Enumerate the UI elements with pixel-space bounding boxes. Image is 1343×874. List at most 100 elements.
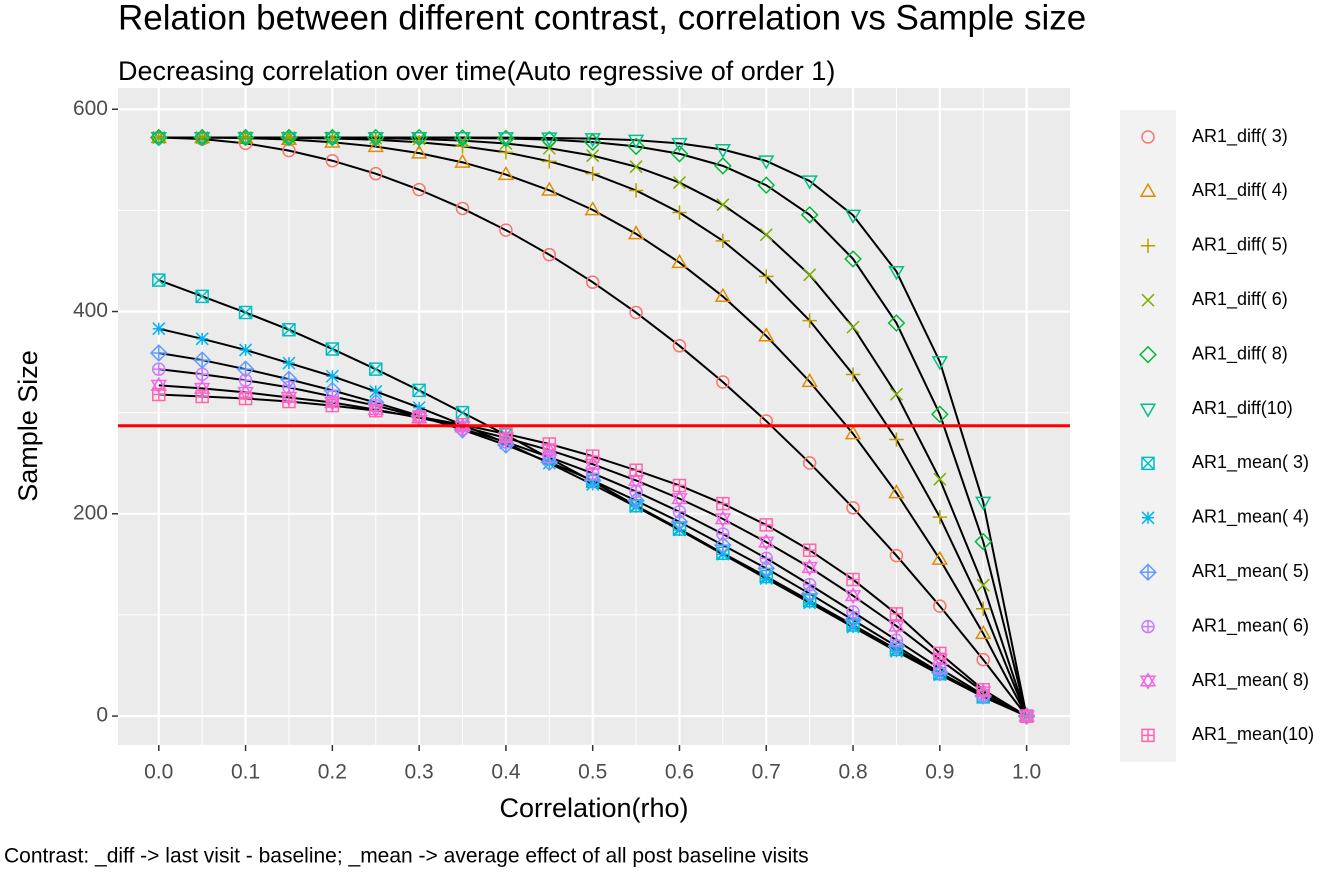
legend-key [1139,182,1157,197]
data-point [802,456,817,470]
data-point [802,543,817,557]
data-point [585,166,600,181]
data-point [325,369,339,383]
data-point [195,389,209,404]
data-point [541,181,558,196]
data-point [716,527,730,541]
data-point [455,201,470,216]
data-point [933,472,947,486]
data-point [845,367,861,382]
data-point [758,155,775,170]
data-point [975,496,992,511]
plot-panel [118,88,1070,745]
legend-key [1139,403,1157,418]
x-tick-label: 1.0 [1012,761,1041,784]
data-point [454,132,471,147]
data-point [976,652,990,667]
data-point [237,132,254,147]
data-point [368,362,383,376]
data-point [629,160,643,174]
data-point [499,223,513,237]
data-point [542,154,557,169]
data-point [714,287,732,302]
legend-key [1139,672,1157,690]
data-point [585,275,600,289]
data-point [671,253,688,269]
data-point [844,250,862,268]
data-point [801,175,818,190]
y-tick-label: 0 [96,704,108,727]
legend-label: AR1_mean( 5) [1192,561,1309,582]
legend-label: AR1_mean( 3) [1192,452,1309,473]
data-point [714,510,732,528]
data-point [716,375,730,389]
data-point [325,398,340,413]
legend-key [1139,345,1157,364]
data-point [931,550,949,565]
data-point [974,532,993,551]
data-point [889,633,904,647]
legend-label: AR1_diff( 3) [1192,126,1288,147]
data-point [757,176,776,195]
x-tick-label: 0.3 [405,761,434,784]
series-line [158,136,1028,717]
x-tick-label: 0.4 [491,761,521,784]
data-point [932,509,948,525]
data-point [324,132,341,147]
x-tick-label: 0.7 [752,761,781,784]
data-point [887,314,906,332]
data-point [368,166,383,181]
data-point [498,145,514,160]
data-point [759,518,774,532]
data-point [195,367,209,381]
data-point [150,132,167,147]
legend-key [1140,238,1156,253]
data-point [844,587,862,605]
x-axis-title: Correlation(rho) [499,793,688,823]
x-tick-label: 0.5 [578,761,607,784]
legend-label: AR1_diff( 8) [1192,343,1288,364]
data-point [801,558,818,577]
data-point [412,182,426,197]
data-point [497,132,515,147]
data-point [368,403,383,418]
data-point [628,183,644,198]
data-point [280,132,298,147]
data-point [282,322,296,337]
data-point [152,387,166,402]
data-point [672,478,687,493]
data-point [846,605,860,619]
y-axis-title: Sample Size [13,350,43,502]
data-point [800,205,819,224]
data-point [759,269,774,284]
data-point [672,176,687,190]
data-point [542,247,557,262]
data-point [325,342,340,356]
data-point [671,489,688,508]
data-point [888,484,905,499]
data-point [629,305,643,320]
legend-key [1141,511,1155,525]
data-point [714,143,732,159]
data-point [714,157,732,175]
legend-label: AR1_mean( 6) [1192,615,1309,636]
legend-key [1139,563,1157,582]
data-point [412,132,426,146]
legend-background [1120,110,1176,762]
legend-label: AR1_diff(10) [1192,398,1293,419]
x-tick-label: 0.8 [838,761,867,784]
data-point [325,153,340,168]
data-point [1019,709,1034,723]
x-tick-label: 0.1 [231,761,260,784]
data-point [367,137,384,153]
data-point [585,449,600,463]
data-point [846,572,860,587]
data-point [672,205,687,220]
data-point [802,577,817,592]
data-point [933,646,947,661]
series-line [158,136,1028,717]
data-point [803,596,817,610]
data-point [801,372,818,388]
chart-subtitle: Decreasing correlation over time(Auto re… [118,56,835,86]
data-point [930,405,949,424]
